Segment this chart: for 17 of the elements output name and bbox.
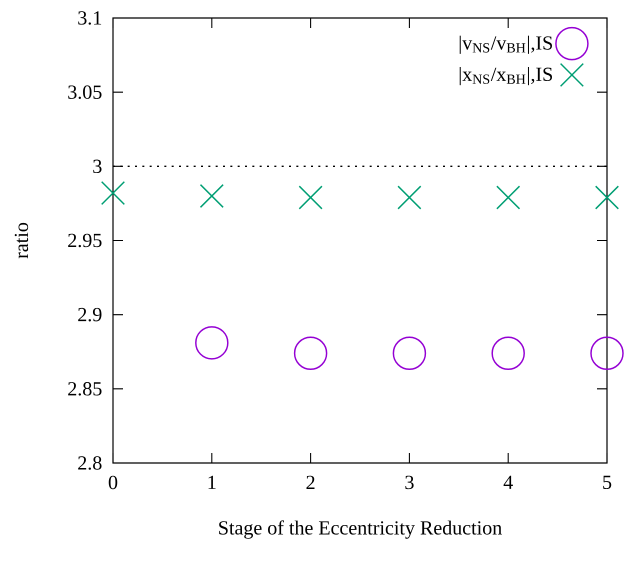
y-tick-label: 3.05 <box>68 85 102 99</box>
x-tick-label: 2 <box>306 476 314 489</box>
x-tick-label: 5 <box>603 476 612 489</box>
y-tick-label: 3.1 <box>78 11 102 25</box>
legend-label: |v$_{NS}$/v$_{BH}$|,IS <box>460 36 552 54</box>
y-axis-title: ratio <box>14 222 28 258</box>
x-axis-title: Stage of the Eccentricity Reduction <box>219 520 502 539</box>
x-tick-label: 3 <box>405 476 414 490</box>
x-tick-label: 0 <box>108 476 118 490</box>
y-tick-label: 2.95 <box>68 234 102 248</box>
y-tick-label: 2.8 <box>78 456 102 470</box>
y-tick-label: 2.85 <box>68 382 102 396</box>
x-tick-label: 1 <box>208 476 216 489</box>
y-tick-label: 2.9 <box>78 308 102 322</box>
x-tick-label: 4 <box>504 476 513 489</box>
legend-label: |x$_{NS}$/x$_{BH}$|,IS <box>460 67 552 86</box>
y-tick-label: 3 <box>93 160 102 174</box>
